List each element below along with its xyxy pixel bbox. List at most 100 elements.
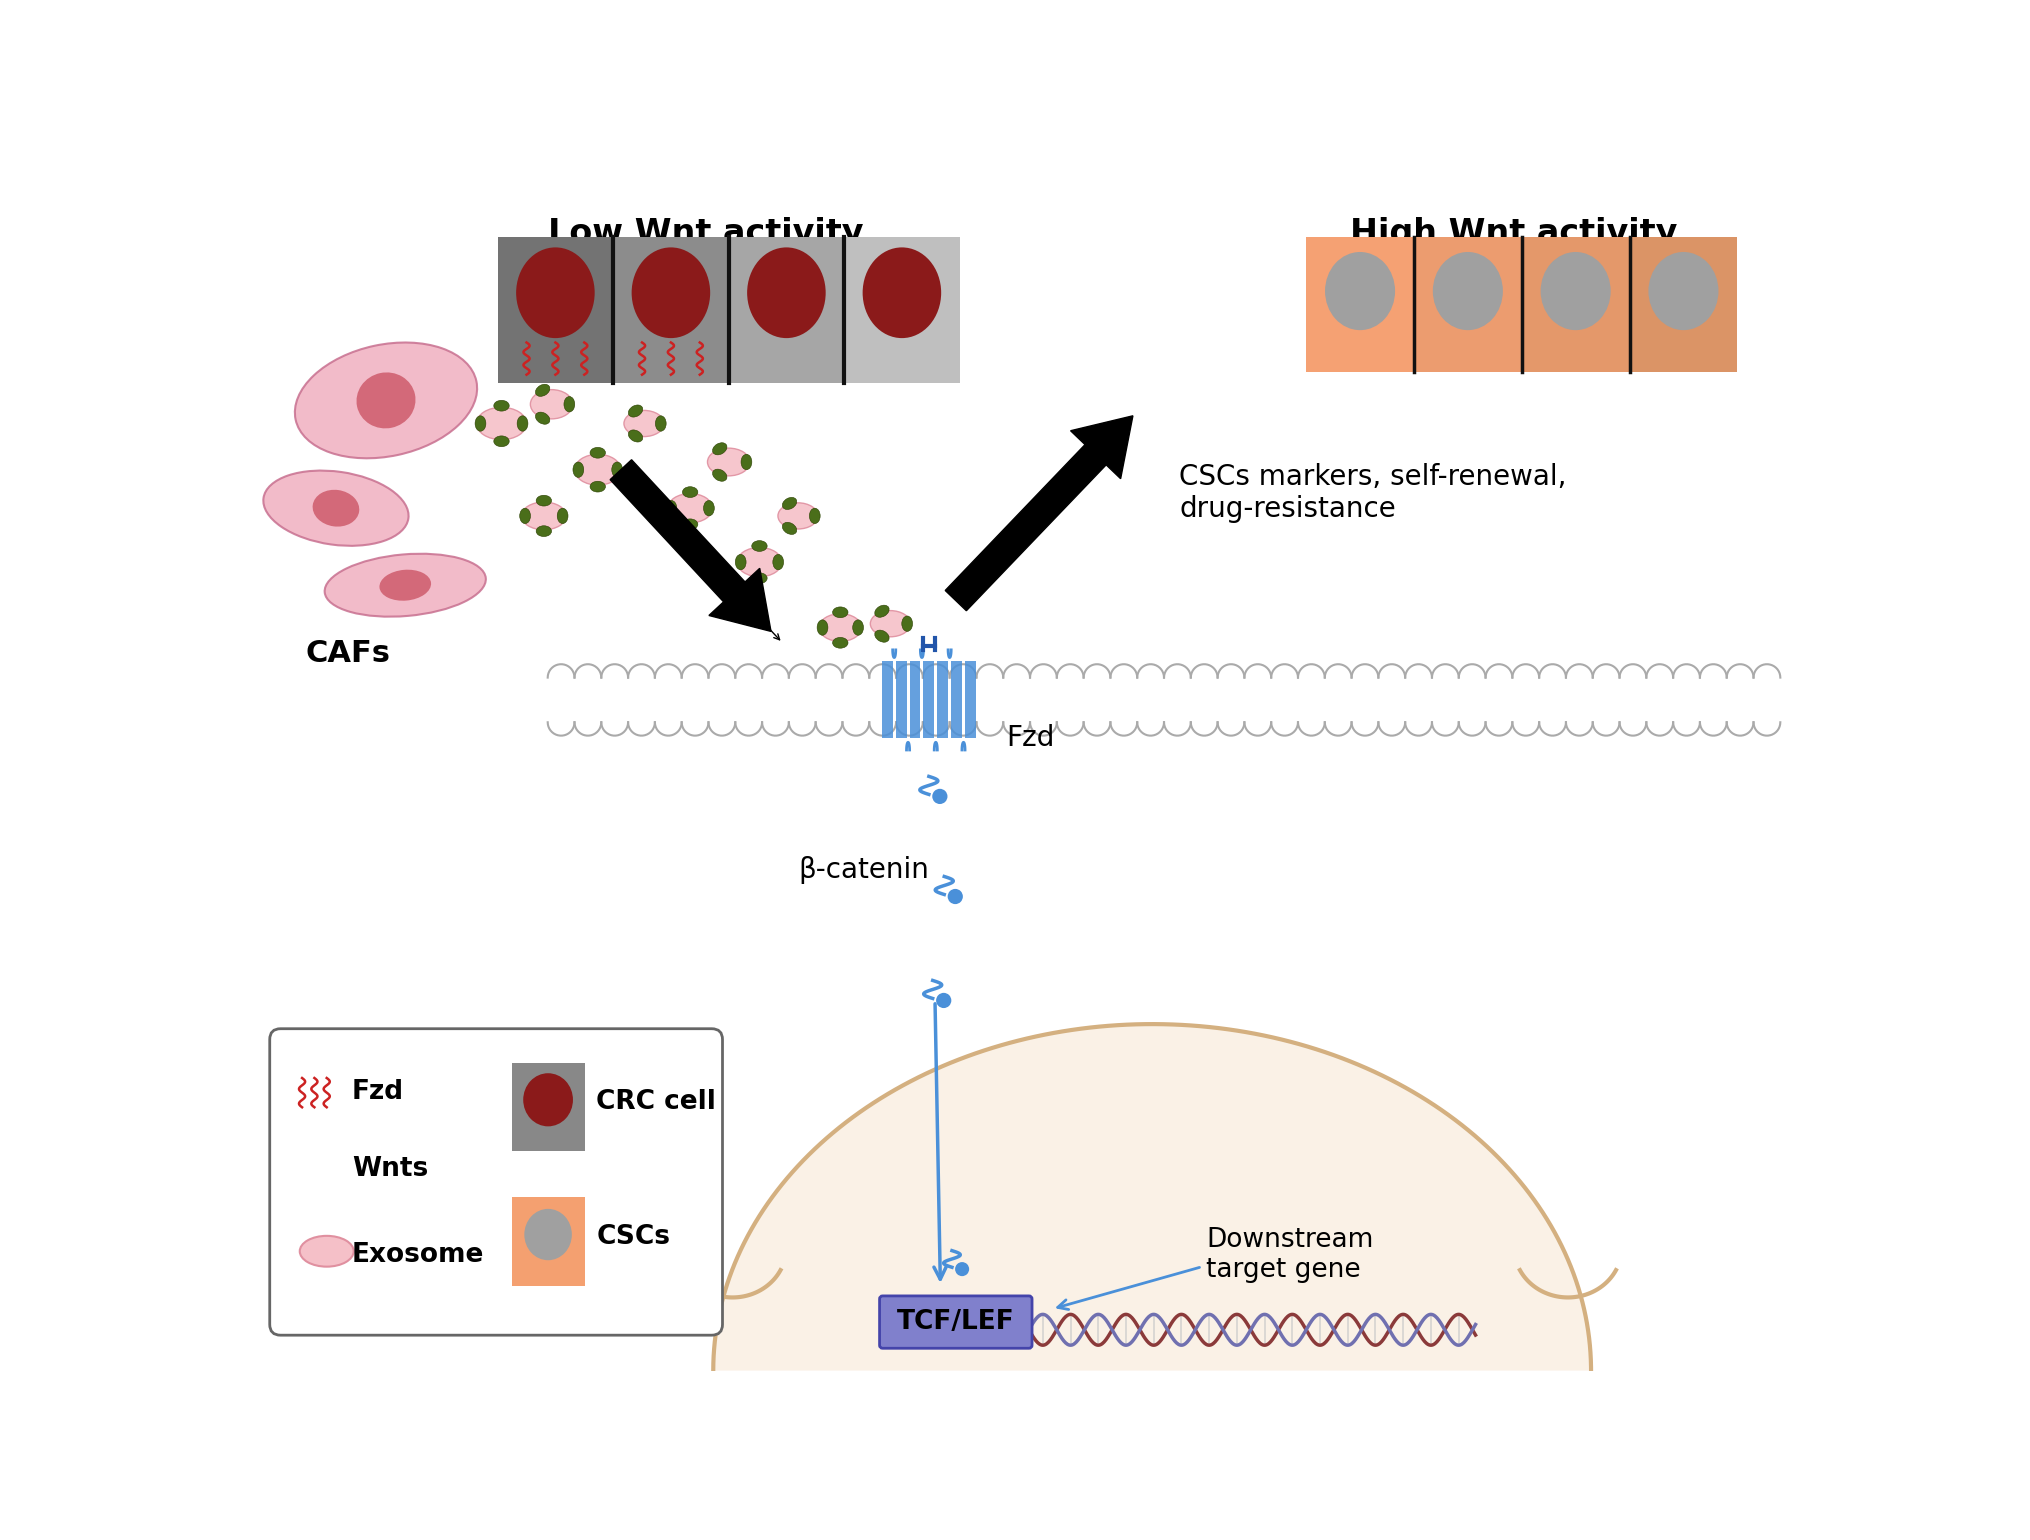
Bar bbox=[613, 237, 729, 383]
Ellipse shape bbox=[810, 508, 820, 524]
Ellipse shape bbox=[536, 496, 552, 507]
Circle shape bbox=[954, 1263, 968, 1277]
Text: Exosome: Exosome bbox=[351, 1243, 485, 1267]
Ellipse shape bbox=[522, 502, 566, 530]
Text: CSCs: CSCs bbox=[597, 1224, 670, 1250]
Text: TCF/LEF: TCF/LEF bbox=[897, 1309, 1015, 1335]
Ellipse shape bbox=[530, 390, 572, 419]
Ellipse shape bbox=[518, 416, 528, 431]
Bar bbox=[964, 661, 974, 738]
Ellipse shape bbox=[832, 607, 849, 618]
Ellipse shape bbox=[666, 500, 676, 516]
Ellipse shape bbox=[875, 630, 889, 642]
Ellipse shape bbox=[706, 448, 749, 476]
Text: Wnts: Wnts bbox=[351, 1157, 428, 1181]
Bar bbox=[512, 1198, 585, 1286]
Ellipse shape bbox=[380, 570, 430, 601]
Bar bbox=[1305, 237, 1413, 371]
Bar bbox=[1413, 237, 1520, 371]
FancyBboxPatch shape bbox=[879, 1295, 1031, 1349]
Ellipse shape bbox=[818, 613, 861, 641]
Bar bbox=[881, 661, 893, 738]
Circle shape bbox=[948, 889, 962, 904]
Ellipse shape bbox=[863, 248, 940, 339]
Ellipse shape bbox=[777, 502, 818, 528]
Ellipse shape bbox=[493, 400, 510, 411]
Ellipse shape bbox=[591, 447, 605, 457]
Ellipse shape bbox=[751, 573, 767, 584]
Ellipse shape bbox=[294, 342, 477, 459]
Ellipse shape bbox=[333, 1172, 339, 1183]
Ellipse shape bbox=[631, 248, 710, 339]
Bar bbox=[909, 661, 920, 738]
Bar bbox=[895, 661, 905, 738]
Bar bbox=[938, 661, 948, 738]
Ellipse shape bbox=[623, 410, 664, 436]
Ellipse shape bbox=[816, 619, 828, 634]
Text: CAFs: CAFs bbox=[304, 639, 390, 668]
Ellipse shape bbox=[357, 373, 416, 428]
Circle shape bbox=[936, 993, 950, 1009]
Ellipse shape bbox=[871, 610, 909, 638]
Ellipse shape bbox=[875, 605, 889, 618]
Bar bbox=[1520, 237, 1628, 371]
Bar bbox=[924, 661, 934, 738]
Ellipse shape bbox=[536, 413, 550, 424]
Ellipse shape bbox=[1541, 253, 1610, 330]
Bar bbox=[950, 661, 962, 738]
Text: β-catenin: β-catenin bbox=[798, 856, 928, 884]
Ellipse shape bbox=[574, 454, 621, 485]
Text: High Wnt activity: High Wnt activity bbox=[1350, 217, 1677, 249]
Ellipse shape bbox=[524, 1209, 572, 1260]
Ellipse shape bbox=[627, 405, 641, 417]
Ellipse shape bbox=[477, 407, 526, 439]
Ellipse shape bbox=[516, 248, 595, 339]
Ellipse shape bbox=[572, 462, 583, 477]
Ellipse shape bbox=[702, 500, 715, 516]
FancyBboxPatch shape bbox=[270, 1029, 723, 1335]
Ellipse shape bbox=[319, 1157, 325, 1167]
Text: Downstream
target gene: Downstream target gene bbox=[1206, 1227, 1372, 1283]
Ellipse shape bbox=[493, 436, 510, 447]
Bar bbox=[729, 237, 844, 383]
Ellipse shape bbox=[311, 1155, 317, 1166]
Ellipse shape bbox=[747, 248, 826, 339]
Ellipse shape bbox=[611, 462, 623, 477]
Ellipse shape bbox=[520, 508, 530, 524]
Ellipse shape bbox=[591, 480, 605, 493]
Bar bbox=[497, 237, 613, 383]
Text: Low Wnt activity: Low Wnt activity bbox=[548, 217, 863, 249]
Ellipse shape bbox=[325, 554, 485, 616]
Ellipse shape bbox=[536, 385, 550, 396]
Ellipse shape bbox=[264, 471, 408, 545]
Ellipse shape bbox=[682, 487, 698, 497]
Ellipse shape bbox=[524, 1073, 572, 1126]
Ellipse shape bbox=[832, 638, 849, 648]
Ellipse shape bbox=[1431, 253, 1502, 330]
Ellipse shape bbox=[656, 416, 666, 431]
Text: CSCs markers, self-renewal,
drug-resistance: CSCs markers, self-renewal, drug-resista… bbox=[1179, 462, 1565, 524]
Ellipse shape bbox=[735, 554, 745, 570]
Ellipse shape bbox=[475, 416, 485, 431]
Text: CRC cell: CRC cell bbox=[597, 1089, 717, 1115]
FancyArrow shape bbox=[609, 460, 771, 631]
Bar bbox=[1628, 237, 1736, 371]
Ellipse shape bbox=[564, 396, 574, 411]
Text: Fzd: Fzd bbox=[1005, 724, 1054, 753]
Ellipse shape bbox=[1648, 253, 1717, 330]
Polygon shape bbox=[713, 1024, 1589, 1371]
Ellipse shape bbox=[668, 493, 713, 522]
Ellipse shape bbox=[782, 522, 796, 534]
Ellipse shape bbox=[556, 508, 568, 524]
Circle shape bbox=[932, 788, 948, 804]
Ellipse shape bbox=[853, 619, 863, 634]
Ellipse shape bbox=[627, 430, 641, 442]
Text: Fzd: Fzd bbox=[351, 1080, 404, 1104]
Ellipse shape bbox=[536, 525, 552, 536]
Bar bbox=[844, 237, 960, 383]
Ellipse shape bbox=[741, 454, 751, 470]
Ellipse shape bbox=[773, 554, 784, 570]
Ellipse shape bbox=[782, 497, 796, 510]
Ellipse shape bbox=[713, 442, 727, 454]
Ellipse shape bbox=[901, 616, 911, 631]
